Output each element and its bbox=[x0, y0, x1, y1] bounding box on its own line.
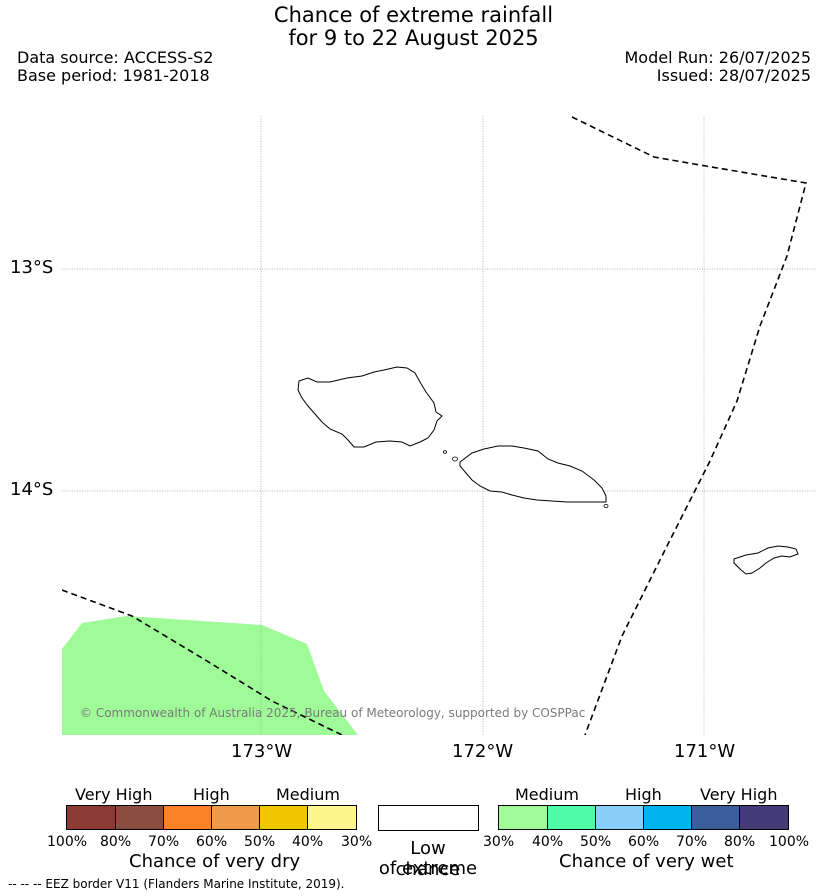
dry-level-very-high: Very High bbox=[75, 785, 153, 804]
wet-swatch-6 bbox=[739, 805, 789, 830]
wet-colorbar bbox=[498, 805, 789, 831]
map-title-line2: for 9 to 22 August 2025 bbox=[288, 26, 539, 50]
dry-colorbar bbox=[66, 805, 357, 831]
eez-border bbox=[62, 116, 807, 735]
dry-swatch-6 bbox=[307, 805, 357, 830]
wet-swatch-2 bbox=[547, 805, 596, 830]
dry-tick: 30% bbox=[341, 834, 373, 850]
wet-medium-region bbox=[62, 616, 358, 735]
dry-tick: 60% bbox=[196, 834, 228, 850]
island-apolima bbox=[452, 456, 458, 462]
wet-tick: 40% bbox=[532, 834, 564, 850]
island-nuutele bbox=[603, 503, 609, 508]
wet-level-medium: Medium bbox=[515, 785, 579, 804]
lat-label-14s-outer: 14°S bbox=[10, 479, 54, 500]
wet-swatch-1 bbox=[498, 805, 548, 830]
map-canvas bbox=[62, 116, 816, 735]
wet-swatch-3 bbox=[595, 805, 644, 830]
low-chance-swatch bbox=[378, 805, 479, 831]
wet-tick: 100% bbox=[769, 834, 810, 850]
dry-tick: 50% bbox=[244, 834, 276, 850]
eez-footnote: -- -- -- EEZ border V11 (Flanders Marine… bbox=[8, 877, 345, 891]
wet-tick: 80% bbox=[724, 834, 756, 850]
low-caption-line1: Low chance bbox=[395, 838, 461, 880]
dry-swatch-2 bbox=[115, 805, 164, 830]
wet-tick: 70% bbox=[676, 834, 708, 850]
dry-tick: 100% bbox=[47, 834, 88, 850]
issued-date: Issued: 28/07/2025 bbox=[656, 66, 811, 85]
island-upolu bbox=[459, 445, 607, 503]
wet-swatch-5 bbox=[691, 805, 740, 830]
copyright-notice: © Commonwealth of Australia 2025, Bureau… bbox=[80, 706, 586, 720]
low-caption-line2: of extreme bbox=[378, 858, 478, 879]
wet-tick: 50% bbox=[580, 834, 612, 850]
wet-level-very-high: Very High bbox=[700, 785, 778, 804]
dry-caption: Chance of very dry bbox=[129, 851, 301, 872]
lon-label-172w: 172°W bbox=[452, 741, 514, 762]
model-run: Model Run: 26/07/2025 bbox=[624, 48, 812, 67]
map-panel[interactable]: 13°S 14°S © Commonwealth of Australia 20… bbox=[62, 116, 816, 735]
graticule bbox=[62, 116, 816, 735]
island-manono bbox=[442, 450, 447, 454]
data-source: Data source: ACCESS-S2 bbox=[17, 48, 214, 67]
dry-level-high: High bbox=[193, 785, 230, 804]
island-savaii bbox=[297, 366, 443, 448]
base-period: Base period: 1981-2018 bbox=[17, 66, 210, 85]
dry-swatch-3 bbox=[163, 805, 212, 830]
wet-tick: 60% bbox=[628, 834, 660, 850]
wet-swatch-4 bbox=[643, 805, 692, 830]
map-title-line1: Chance of extreme rainfall bbox=[273, 3, 554, 27]
lon-label-173w: 173°W bbox=[231, 741, 293, 762]
wet-tick: 30% bbox=[483, 834, 515, 850]
dry-tick: 70% bbox=[148, 834, 180, 850]
dry-level-medium: Medium bbox=[276, 785, 340, 804]
wet-level-high: High bbox=[625, 785, 662, 804]
island-tutuila bbox=[733, 545, 799, 575]
lon-label-171w: 171°W bbox=[674, 741, 736, 762]
lat-label-13s-outer: 13°S bbox=[10, 257, 54, 278]
dry-swatch-5 bbox=[259, 805, 308, 830]
dry-tick: 80% bbox=[100, 834, 132, 850]
wet-caption: Chance of very wet bbox=[559, 851, 734, 872]
dry-swatch-4 bbox=[211, 805, 260, 830]
dry-tick: 40% bbox=[292, 834, 324, 850]
dry-swatch-1 bbox=[66, 805, 116, 830]
